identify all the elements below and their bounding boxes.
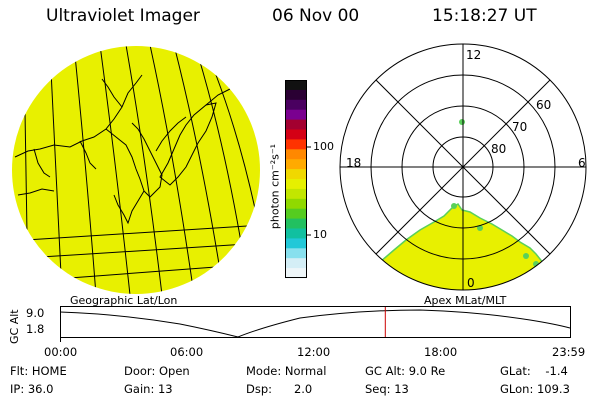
colorbar-tick-10: 10 bbox=[313, 228, 327, 241]
orbit-ytick-1.8: 1.8 bbox=[26, 322, 45, 336]
status-dsp: Dsp: 2.0 bbox=[246, 382, 313, 396]
colorbar bbox=[285, 80, 311, 279]
status-gain: Gain: 13 bbox=[124, 382, 173, 396]
orbit-xtick-1200: 12:00 bbox=[297, 345, 331, 359]
aurora-oval bbox=[379, 202, 551, 290]
orbit-xtick-0600: 06:00 bbox=[170, 345, 204, 359]
orbit-xtick-0000: 00:00 bbox=[44, 345, 78, 359]
lat-label-60: 60 bbox=[536, 98, 552, 112]
orbit-xtick-2359: 23:59 bbox=[552, 345, 586, 359]
lat-label-70: 70 bbox=[512, 120, 528, 134]
colorbar-segment bbox=[285, 169, 307, 180]
status-seq: Seq: 13 bbox=[365, 382, 409, 396]
orbit-ylabel: GC Alt bbox=[8, 309, 21, 344]
mlt-label-12: 12 bbox=[466, 48, 482, 62]
colorbar-tick-100: 100 bbox=[313, 140, 334, 153]
colorbar-segment bbox=[285, 228, 307, 239]
colorbar-segment bbox=[285, 139, 307, 150]
colorbar-segment bbox=[285, 109, 307, 121]
polar-plot bbox=[339, 43, 587, 291]
orbit-xtick-1800: 18:00 bbox=[424, 345, 458, 359]
colorbar-segment bbox=[285, 208, 307, 220]
colorbar-segment bbox=[285, 248, 307, 259]
polar-caption: Apex MLat/MLT bbox=[424, 294, 507, 307]
colorbar-segment bbox=[285, 119, 307, 130]
instrument-title: Ultraviolet Imager bbox=[46, 6, 200, 26]
colorbar-segment bbox=[285, 99, 307, 111]
mlt-label-18: 18 bbox=[346, 156, 362, 170]
status-glon: GLon: 109.3 bbox=[500, 382, 570, 396]
status-flt: Flt: HOME bbox=[10, 364, 67, 378]
mlt-label-0: 0 bbox=[467, 276, 475, 290]
time-label: 15:18:27 UT bbox=[432, 6, 537, 26]
colorbar-segment bbox=[285, 159, 307, 170]
status-mode: Mode: Normal bbox=[246, 364, 327, 378]
status-ip: IP: 36.0 bbox=[10, 382, 54, 396]
lat-label-80: 80 bbox=[491, 142, 507, 156]
colorbar-segment bbox=[285, 258, 307, 269]
date-label: 06 Nov 00 bbox=[272, 6, 360, 26]
orbit-ytick-9: 9.0 bbox=[26, 306, 45, 320]
geo-caption: Geographic Lat/Lon bbox=[70, 294, 178, 307]
orbit-plot bbox=[59, 306, 571, 342]
altitude-curve bbox=[59, 309, 571, 338]
colorbar-segment bbox=[285, 238, 307, 249]
colorbar-segment bbox=[285, 89, 307, 101]
status-gc-alt: GC Alt: 9.0 Re bbox=[365, 364, 446, 378]
colorbar-segment bbox=[285, 188, 307, 200]
colorbar-segment bbox=[285, 218, 307, 229]
colorbar-segment bbox=[285, 198, 307, 210]
colorbar-unit-label: photon cm⁻²s⁻¹ bbox=[268, 143, 282, 230]
status-door: Door: Open bbox=[124, 364, 190, 378]
colorbar-segment bbox=[285, 149, 307, 160]
status-glat: GLat: -1.4 bbox=[500, 364, 568, 378]
colorbar-segment bbox=[285, 129, 307, 140]
colorbar-segment bbox=[285, 179, 307, 190]
mlt-label-6: 6 bbox=[578, 156, 586, 170]
colorbar-segment bbox=[285, 80, 307, 91]
geographic-image bbox=[12, 46, 260, 294]
colorbar-segment bbox=[285, 268, 307, 279]
aurora-spot bbox=[459, 119, 465, 125]
